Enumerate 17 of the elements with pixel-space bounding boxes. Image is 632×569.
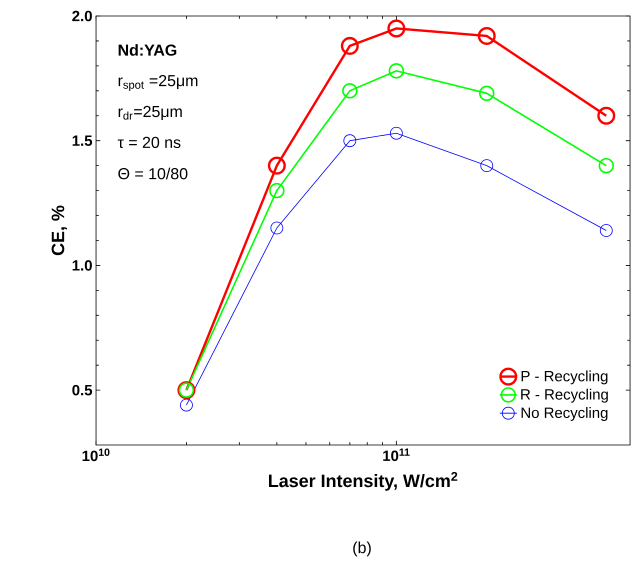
annotation: Θ = 10/80 <box>118 168 188 180</box>
y-axis-title: CE, % <box>52 206 67 256</box>
annotation: r$_{spot}$ =25μm <box>118 74 198 91</box>
annotation: τ = 20 ns <box>118 136 180 148</box>
legend-label: P - Recycling <box>522 370 608 384</box>
x-tick-label: 10$^{11}$ <box>383 448 410 462</box>
x-axis-title: Laser Intensity, W/cm$^{2}$ <box>268 472 458 491</box>
y-tick-label: 0.5 <box>72 384 92 396</box>
annotation: r$_{dr}$=25μm <box>118 106 182 120</box>
x-tick-label: 10$^{10}$ <box>82 448 110 462</box>
text: (b) <box>353 542 371 556</box>
legend-label: No Recycling <box>522 407 608 421</box>
y-tick-label: 2.0 <box>72 10 92 22</box>
legend-label: R - Recycling <box>521 388 608 403</box>
y-tick-label: 1.0 <box>72 260 92 271</box>
y-tick-label: 1.5 <box>72 135 92 146</box>
annotation: Nd:YAG <box>118 44 176 56</box>
